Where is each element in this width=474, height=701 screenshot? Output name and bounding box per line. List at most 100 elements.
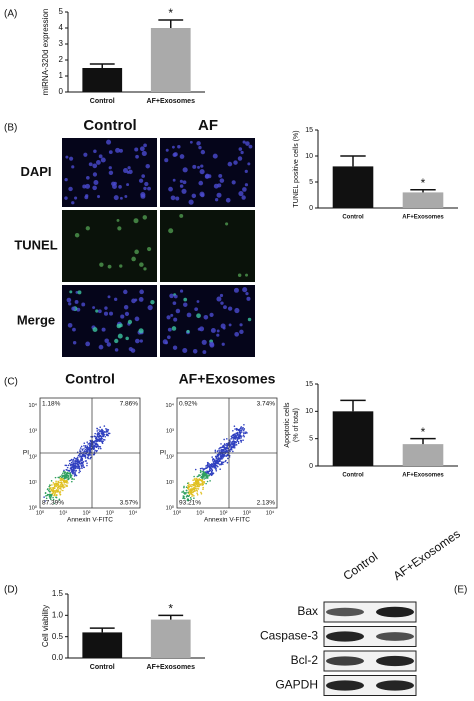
y-tick-label: 5 xyxy=(59,7,64,16)
x-tick-label: 10⁰ xyxy=(36,509,45,516)
y-axis-label: miRNA-320d expression xyxy=(41,9,50,96)
event-dot xyxy=(66,469,68,471)
event-dot xyxy=(207,461,209,464)
event-dot xyxy=(71,466,74,469)
cell-nucleus xyxy=(114,297,118,301)
cell-nucleus xyxy=(245,141,250,146)
bar xyxy=(82,68,123,92)
event-dot xyxy=(83,448,85,450)
cell-nucleus xyxy=(162,339,168,345)
event-dot xyxy=(95,446,98,448)
cell-nucleus xyxy=(83,152,88,157)
event-dot xyxy=(216,456,218,458)
event-dot xyxy=(208,465,211,468)
event-dot xyxy=(232,444,234,446)
event-dot xyxy=(88,449,91,451)
event-dot xyxy=(188,488,190,491)
event-dot xyxy=(81,449,84,451)
y-axis-label: Cell viability xyxy=(41,605,50,647)
event-dot xyxy=(191,485,193,488)
event-dot xyxy=(215,470,218,472)
cell-nucleus xyxy=(220,301,224,305)
x-tick-label: AF+Exosomes xyxy=(402,215,444,221)
cell-nucleus xyxy=(175,196,180,201)
event-dot xyxy=(73,473,76,475)
event-dot xyxy=(92,441,94,443)
event-dot xyxy=(74,472,77,474)
cell-nucleus xyxy=(168,186,173,192)
event-dot xyxy=(80,445,83,448)
cell-nucleus xyxy=(68,186,73,192)
event-dot xyxy=(63,469,65,472)
event-dot xyxy=(53,502,55,505)
cell-nucleus xyxy=(134,316,140,322)
event-dot xyxy=(226,445,228,447)
cell-nucleus xyxy=(96,195,101,199)
event-dot xyxy=(56,482,58,484)
event-dot xyxy=(193,475,195,478)
cell-nucleus xyxy=(118,323,123,328)
cell-nucleus xyxy=(131,298,136,304)
event-dot xyxy=(73,457,76,459)
event-dot xyxy=(64,474,67,477)
event-dot xyxy=(196,493,199,496)
cell-nucleus xyxy=(77,290,82,295)
event-dot xyxy=(60,478,63,481)
event-dot xyxy=(218,463,221,466)
event-dot xyxy=(220,463,223,465)
event-dot xyxy=(203,476,205,478)
event-dot xyxy=(55,494,58,496)
cell-nucleus xyxy=(201,339,207,345)
cell-nucleus xyxy=(173,294,178,299)
event-dot xyxy=(76,456,79,459)
event-dot xyxy=(193,497,195,499)
cell-nucleus xyxy=(85,341,91,347)
event-dot xyxy=(84,457,87,459)
event-dot xyxy=(226,457,229,460)
cell-nucleus xyxy=(227,306,233,311)
event-dot xyxy=(93,451,96,453)
event-dot xyxy=(65,464,68,467)
y-tick-label: 0 xyxy=(309,205,313,212)
event-dot xyxy=(201,475,204,477)
event-dot xyxy=(63,482,66,484)
event-dot xyxy=(77,464,80,467)
event-dot xyxy=(189,496,192,499)
event-dot xyxy=(75,458,78,460)
event-dot xyxy=(212,472,215,474)
event-dot xyxy=(83,466,86,469)
cell-nucleus xyxy=(143,267,147,271)
event-dot xyxy=(211,469,214,472)
event-dot xyxy=(242,429,245,432)
event-dot xyxy=(58,481,60,484)
cell-nucleus xyxy=(135,154,139,159)
cell-nucleus xyxy=(143,143,147,148)
event-dot xyxy=(232,433,235,436)
event-dot xyxy=(50,496,52,498)
cell-nucleus xyxy=(142,215,148,220)
event-dot xyxy=(92,448,95,451)
cell-nucleus xyxy=(219,293,224,298)
event-dot xyxy=(70,474,72,477)
event-dot xyxy=(219,468,221,471)
y-tick-label: 0.5 xyxy=(52,632,64,641)
cell-nucleus xyxy=(164,158,169,163)
cell-nucleus xyxy=(100,157,106,163)
event-dot xyxy=(81,462,84,465)
cell-nucleus xyxy=(114,338,119,344)
event-dot xyxy=(100,429,102,432)
cell-nucleus xyxy=(202,350,207,354)
cell-nucleus xyxy=(244,183,249,187)
event-dot xyxy=(214,466,217,468)
event-dot xyxy=(191,491,194,494)
cell-nucleus xyxy=(71,306,76,311)
event-dot xyxy=(80,457,83,459)
row-label: DAPI xyxy=(20,164,51,179)
event-dot xyxy=(58,498,61,501)
event-dot xyxy=(51,486,53,489)
event-dot xyxy=(214,449,217,452)
event-dot xyxy=(201,482,204,484)
protein-label: GAPDH xyxy=(275,678,318,692)
x-tick-label: AF+Exosomes xyxy=(147,98,196,105)
event-dot xyxy=(96,433,99,436)
